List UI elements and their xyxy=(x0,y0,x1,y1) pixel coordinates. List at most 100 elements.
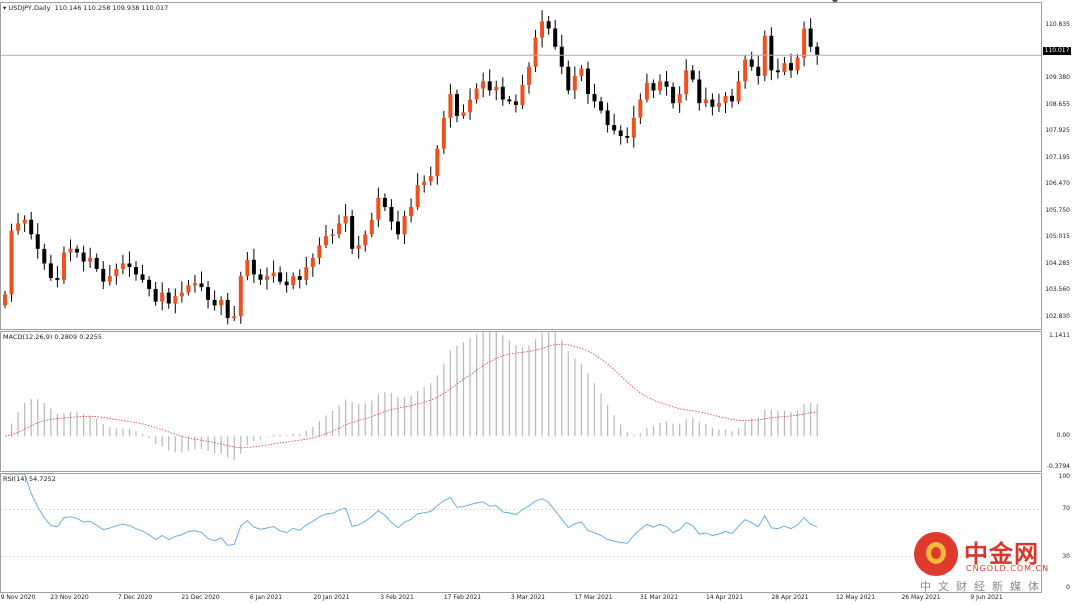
candle-up xyxy=(402,216,407,235)
rsi-label: RSI(14) 54.7252 xyxy=(3,475,56,483)
candle-down xyxy=(454,94,459,116)
candle-up xyxy=(3,294,7,306)
candle-up xyxy=(120,263,125,269)
price-axis: 110.835110.100109.380108.655107.925107.1… xyxy=(1042,2,1072,330)
candle-up xyxy=(716,103,721,107)
candle-up xyxy=(658,81,662,91)
candle-down xyxy=(278,272,283,282)
candle-down xyxy=(553,28,558,47)
price-tick-label: 107.925 xyxy=(1045,127,1070,135)
time-tick-label: 3 Mar 2021 xyxy=(510,594,546,601)
current-price-label: 110.017 xyxy=(1043,47,1071,55)
candle-down xyxy=(101,268,106,282)
candle-down xyxy=(48,263,53,279)
candle-up xyxy=(461,112,466,116)
candle-up xyxy=(238,276,243,317)
symbol-title: USDJPY,Daily xyxy=(8,4,51,12)
candle-up xyxy=(428,176,433,182)
candle-up xyxy=(684,70,689,95)
candle-down xyxy=(251,259,256,275)
menu-triangle-icon[interactable]: ▾ xyxy=(3,4,9,12)
candle-up xyxy=(179,292,184,297)
candle-up xyxy=(271,272,276,277)
candle-up xyxy=(533,37,538,67)
candle-down xyxy=(789,63,793,71)
candle-up xyxy=(572,75,577,91)
candle-up xyxy=(330,234,335,237)
candle-down xyxy=(612,125,617,131)
time-tick-label: 7 Dec 2020 xyxy=(117,594,153,601)
candle-down xyxy=(513,101,518,105)
candle-down xyxy=(297,276,302,280)
candle-up xyxy=(743,59,748,82)
candle-down xyxy=(697,79,702,104)
candle-down xyxy=(389,206,394,222)
time-tick-label: 23 Nov 2020 xyxy=(50,594,89,601)
time-tick-label: 20 Jan 2021 xyxy=(313,594,350,601)
time-tick-label: 9 Jun 2021 xyxy=(970,594,1003,601)
candle-down xyxy=(664,81,669,87)
candlestick-chart xyxy=(1,10,1041,325)
candle-down xyxy=(507,99,512,102)
candle-up xyxy=(337,223,342,235)
candle-down xyxy=(94,257,99,269)
candle-down xyxy=(690,70,695,80)
rsi-tick-label: 0 xyxy=(1066,584,1070,591)
candle-up xyxy=(422,181,427,186)
price-tick-label: 105.750 xyxy=(1045,206,1070,214)
candle-down xyxy=(546,21,551,29)
price-pane[interactable]: ▾ USDJPY,Daily 110.146 110.258 109.938 1… xyxy=(0,2,1042,330)
candle-down xyxy=(134,267,138,275)
macd-tick-label: 1.1411 xyxy=(1049,332,1070,339)
candle-up xyxy=(356,245,361,249)
time-tick-label: 21 Dec 2020 xyxy=(181,594,220,601)
time-tick-label: 31 Mar 2021 xyxy=(639,594,679,601)
candle-up xyxy=(736,81,741,102)
candle-up xyxy=(474,88,479,100)
candle-up xyxy=(677,94,682,104)
candle-down xyxy=(730,95,735,102)
price-tick-label: 108.655 xyxy=(1045,100,1070,108)
candle-down xyxy=(815,46,820,56)
candle-down xyxy=(618,130,623,136)
candle-up xyxy=(762,35,767,76)
candle-up xyxy=(265,276,269,280)
candle-up xyxy=(527,66,531,85)
candle-up xyxy=(638,99,643,118)
time-tick-label: 14 Apr 2021 xyxy=(705,594,744,601)
candle-up xyxy=(435,148,440,177)
candle-up xyxy=(304,267,309,280)
candle-down xyxy=(75,248,80,253)
cngold-watermark: 中金网 CNGOLD.COM.CN 中文财经新媒体 xyxy=(912,532,1062,596)
macd-pane[interactable]: MACD(12,26,9) 0.2809 0.2255 xyxy=(0,331,1042,472)
candle-up xyxy=(723,95,728,104)
candle-up xyxy=(16,223,21,231)
macd-tick-label: -0.3794 xyxy=(1046,463,1070,470)
macd-label: MACD(12,26,9) 0.2809 0.2255 xyxy=(3,333,102,341)
candle-up xyxy=(22,219,27,224)
candle-down xyxy=(559,46,564,67)
candle-down xyxy=(29,219,34,235)
candle-up xyxy=(520,84,525,105)
candle-down xyxy=(651,83,656,91)
rsi-tick-label: 70 xyxy=(1062,505,1070,513)
candle-up xyxy=(9,230,14,295)
candle-up xyxy=(192,283,197,286)
rsi-line xyxy=(5,474,818,546)
watermark-title: 中金网 xyxy=(964,540,1039,568)
candle-up xyxy=(245,259,250,277)
candle-down xyxy=(35,234,40,249)
rsi-pane[interactable]: RSI(14) 54.7252 xyxy=(0,473,1042,593)
candle-up xyxy=(317,245,322,258)
candle-down xyxy=(382,197,387,207)
price-tick-label: 105.015 xyxy=(1045,233,1070,241)
price-tick-label: 103.560 xyxy=(1045,286,1070,294)
candle-up xyxy=(409,206,414,217)
candle-up xyxy=(782,63,787,73)
candle-up xyxy=(219,299,224,306)
watermark-subtitle: 中文财经新媒体 xyxy=(920,580,1046,593)
candle-up xyxy=(448,94,453,118)
candle-down xyxy=(566,66,571,91)
cngold-logo-icon xyxy=(914,532,958,576)
